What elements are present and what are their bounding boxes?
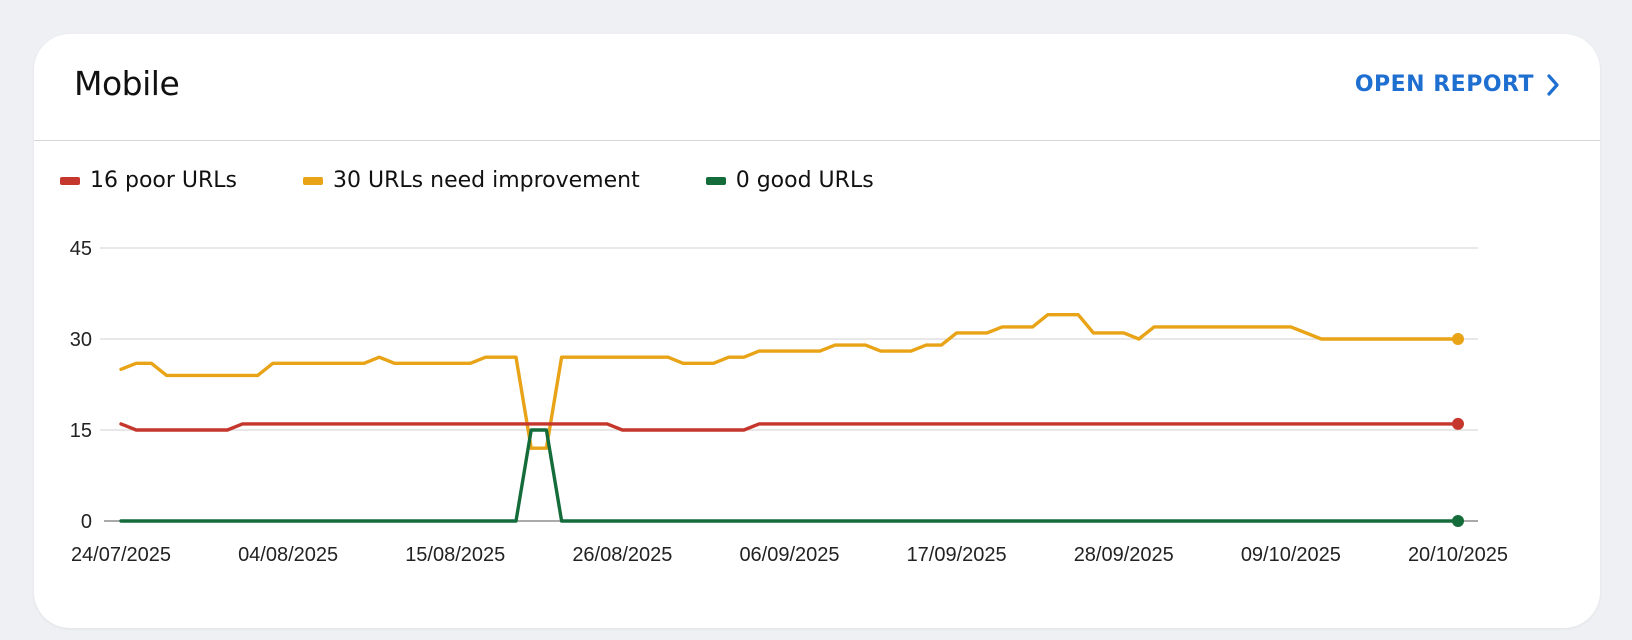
x-tick-label: 15/08/2025 [405, 544, 505, 566]
last-point-marker [1452, 515, 1464, 527]
y-axis: 0 15 30 45 [70, 238, 92, 533]
mobile-report-card: Mobile OPEN REPORT 16 poor URLs 30 URLs … [34, 34, 1600, 628]
needs-improvement-swatch-icon [303, 176, 324, 185]
x-axis: 24/07/2025 04/08/2025 15/08/2025 26/08/2025… [71, 544, 1508, 566]
y-tick-label: 0 [81, 511, 92, 533]
card-header: Mobile OPEN REPORT [34, 34, 1600, 141]
chart-gridlines [100, 247, 1478, 522]
open-report-label: OPEN REPORT [1354, 72, 1534, 97]
chart-legend: 16 poor URLs 30 URLs need improvement 0 … [60, 168, 940, 193]
legend-label-needs-improvement: 30 URLs need improvement [333, 168, 640, 193]
legend-item-poor[interactable]: 16 poor URLs [60, 168, 237, 193]
y-tick-label: 45 [70, 238, 92, 260]
legend-label-good: 0 good URLs [735, 168, 874, 193]
series-line [119, 313, 1460, 450]
x-tick-label: 04/08/2025 [238, 544, 338, 566]
chart-series [119, 313, 1464, 527]
x-tick-label: 24/07/2025 [71, 544, 171, 566]
x-tick-label: 06/09/2025 [739, 544, 839, 566]
y-tick-label: 15 [70, 420, 92, 442]
y-tick-label: 30 [70, 329, 92, 351]
chevron-right-icon [1546, 73, 1560, 96]
last-point-marker [1452, 417, 1464, 430]
card-title: Mobile [74, 64, 180, 103]
x-tick-label: 28/09/2025 [1074, 544, 1174, 566]
series-line [119, 428, 1460, 523]
poor-swatch-icon [60, 176, 80, 185]
open-report-link[interactable]: OPEN REPORT [1355, 72, 1560, 97]
last-point-marker [1452, 333, 1464, 345]
x-tick-label: 26/08/2025 [572, 544, 672, 566]
series-line [119, 422, 1460, 432]
legend-item-good[interactable]: 0 good URLs [705, 168, 874, 193]
legend-label-poor: 16 poor URLs [90, 168, 238, 193]
legend-item-needs-improvement[interactable]: 30 URLs need improvement [303, 168, 640, 193]
x-tick-label: 17/09/2025 [907, 544, 1007, 566]
x-tick-label: 09/10/2025 [1241, 544, 1341, 566]
x-tick-label: 20/10/2025 [1408, 544, 1508, 566]
good-swatch-icon [705, 176, 726, 185]
